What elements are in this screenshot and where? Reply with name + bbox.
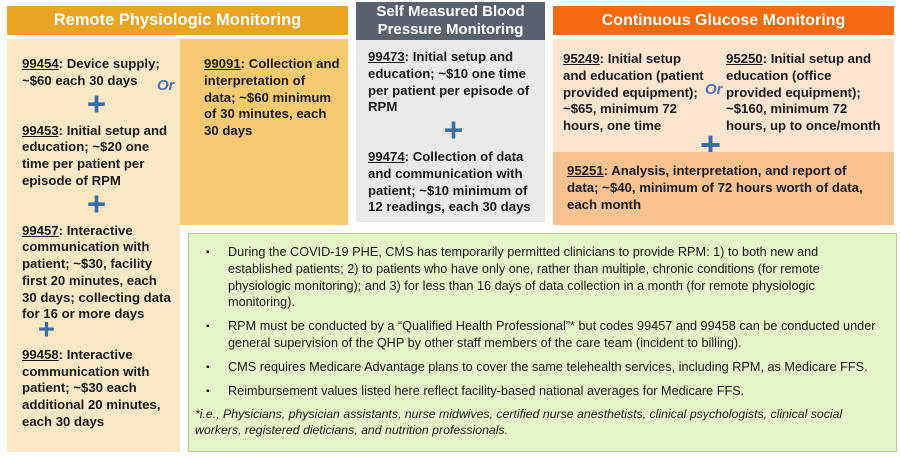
cgm-analysis-panel: 95251: Analysis, interpretation, and rep… (553, 152, 894, 225)
code-item-99454: 99454: Device supply; ~$60 each 30 days (22, 56, 171, 90)
plus-icon: + (86, 84, 107, 122)
code-description: : Initial setup and education (patient p… (563, 51, 704, 134)
code-number: 99091 (204, 56, 241, 71)
code-item-99473: 99473: Initial setup and education; ~$10… (368, 49, 539, 116)
plus-icon: + (86, 184, 107, 222)
note-text: CMS requires Medicare Advantage plans to… (228, 359, 868, 374)
bullet-icon: ▪ (206, 385, 210, 397)
code-description: : Interactive communication with patient… (22, 346, 161, 430)
cgm-section-header: Continuous Glucose Monitoring (553, 6, 894, 35)
code-description: : Initial setup and education; ~$10 one … (368, 49, 530, 115)
note-text: RPM must be conducted by a “Qualified He… (228, 319, 876, 350)
cgm-section-title: Continuous Glucose Monitoring (601, 11, 846, 29)
code-number: 95251 (567, 163, 604, 178)
code-number: 99457 (22, 222, 59, 238)
code-item-99458: 99458: Interactive communication with pa… (22, 347, 171, 431)
plus-icon: + (443, 111, 464, 149)
code-number: 99474 (368, 149, 405, 165)
code-item-95249: 95249: Initial setup and education (pati… (563, 51, 706, 135)
note-bullet: ▪ Reimbursement values listed here refle… (195, 383, 884, 400)
rpm-codes-column: 99454: Device supply; ~$60 each 30 days … (7, 39, 180, 452)
code-item-99457: 99457: Interactive communication with pa… (22, 222, 171, 347)
bullet-icon: ▪ (206, 321, 210, 333)
code-description: : Initial setup and education (office pr… (726, 51, 881, 134)
code-description: : Analysis, interpretation, and report o… (567, 163, 863, 212)
rpm-section-title: Remote Physiologic Monitoring (53, 11, 302, 29)
code-item-95251: 95251: Analysis, interpretation, and rep… (567, 163, 878, 213)
smbp-section-title: Self Measured Blood Pressure Monitoring (376, 3, 525, 38)
code-number: 95249 (563, 51, 600, 66)
rpm-alt-code-column: 99091: Collection and interpretation of … (180, 39, 348, 225)
code-description: : Collection and interpretation of data;… (204, 56, 340, 139)
code-item-99474: 99474: Collection of data and communicat… (368, 149, 539, 216)
code-description: : Device supply; ~$60 each 30 days (22, 56, 160, 88)
note-bullet: ▪ During the COVID-19 PHE, CMS has tempo… (195, 244, 884, 311)
note-bullet: ▪ CMS requires Medicare Advantage plans … (195, 359, 884, 376)
code-number: 99454 (22, 56, 59, 71)
code-item-95250: 95250: Initial setup and education (offi… (726, 51, 888, 135)
code-number: 99473 (368, 49, 405, 64)
code-number: 95250 (726, 51, 763, 66)
code-item-99091: 99091: Collection and interpretation of … (204, 56, 340, 140)
smbp-section-header: Self Measured Blood Pressure Monitoring (356, 2, 545, 40)
qhp-footnote: *i.e., Physicians, physician assistants,… (195, 406, 843, 437)
bullet-icon: ▪ (206, 247, 210, 258)
cgm-setup-panel: 95249: Initial setup and education (pati… (553, 39, 894, 152)
code-description: : Interactive communication with patient… (22, 222, 171, 322)
code-item-99453: 99453: Initial setup and education; ~$20… (22, 123, 171, 190)
note-bullet: ▪ RPM must be conducted by a “Qualified … (195, 318, 884, 352)
smbp-codes-column: 99473: Initial setup and education; ~$10… (356, 40, 545, 222)
note-text: During the COVID-19 PHE, CMS has tempora… (228, 245, 820, 310)
note-text: Reimbursement values listed here reflect… (228, 383, 745, 398)
rpm-section-header: Remote Physiologic Monitoring (7, 6, 348, 35)
notes-box: ▪ During the COVID-19 PHE, CMS has tempo… (188, 233, 897, 452)
code-number: 99458 (22, 346, 59, 362)
or-label-rpm: Or (157, 77, 175, 94)
or-label-cgm: Or (705, 81, 723, 98)
bullet-icon: ▪ (206, 361, 210, 373)
code-description: : Collection of data and communication w… (368, 149, 531, 215)
code-description: : Initial setup and education; ~$20 one … (22, 122, 168, 188)
code-number: 99453 (22, 122, 59, 138)
